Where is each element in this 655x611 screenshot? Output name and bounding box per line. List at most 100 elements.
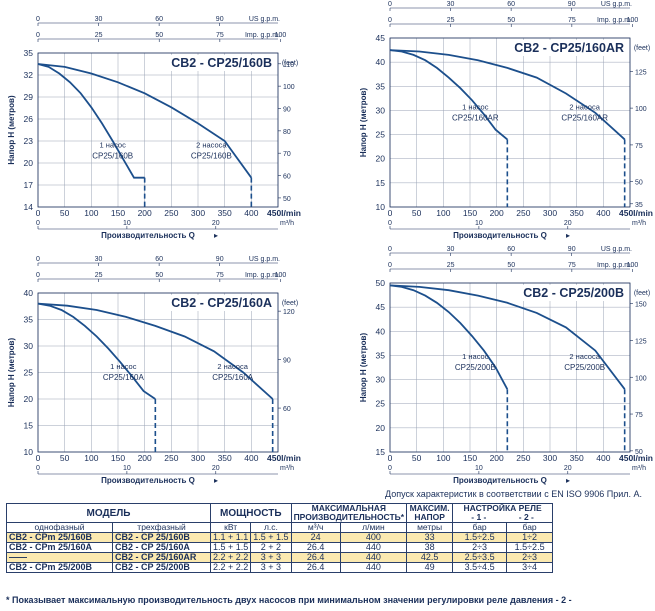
impgpm-tick-label: 75 [568,262,576,269]
impgpm-tick-label: 75 [216,272,224,279]
usgpm-unit-label: US g.p.m. [601,246,632,253]
series-label: CP25/160A [212,373,254,382]
cell-m3h: 26.4 [290,542,341,553]
feet-unit-label: (feet) [282,300,298,307]
cell-kw: 1.5 + 1.5 [209,542,252,553]
series-label: 2 насоса [217,362,248,371]
table-row: —— CB2 - CP 25/160AR 2.2 + 2.2 3 + 3 26.… [6,552,554,563]
header-max-flow-line1: МАКСИМАЛЬНАЯ [311,503,386,513]
usgpm-tick-label: 0 [36,16,40,23]
y-tick-label: 45 [376,302,386,312]
table-row: CB2 - CPm 25/160A CB2 - CP 25/160A 1.5 +… [6,542,554,553]
impgpm-tick-label: 50 [507,262,515,269]
cell-single: —— [6,552,113,563]
x-tick-label: 300 [543,208,557,218]
usgpm-tick-label: 60 [155,256,163,263]
series-curve-1 [37,63,145,179]
feet-unit-label: (feet) [634,45,650,52]
plot-frame [389,282,631,453]
x-tick-label: 250 [516,453,530,463]
x-tick-label: 300 [543,453,557,463]
cell-hp: 3 + 3 [250,562,292,573]
m3h-tick-label: 0 [388,220,392,227]
subheader-bar-1: бар [452,522,508,533]
feet-tick-label: 50 [635,449,643,456]
chart-title: CB2 - CP25/160B [171,56,272,70]
chart-title: CB2 - CP25/200B [523,286,624,300]
header-max-head-line2: НАПОР [414,512,445,522]
impgpm-tick-label: 50 [507,17,515,24]
series-label: 2 насоса [569,102,600,111]
feet-tick-label: 125 [635,69,647,76]
series-curve-1 [389,49,508,141]
cell-three: CB2 - CP 25/200B [112,562,211,573]
y-tick-label: 35 [376,350,386,360]
x-tick-label: 350 [218,208,232,218]
m3h-tick-label: 10 [123,220,131,227]
y-axis-label: Напор H (метров) [359,88,368,158]
series-label: 2 насоса [196,141,227,150]
x-tick-label: 0 [36,453,41,463]
series-label: CP25/160B [191,152,232,161]
series-label: CP25/200B [564,363,605,372]
cell-lmin: 440 [339,562,408,573]
x-axis-label: Производительность Q [101,476,195,485]
impgpm-tick-label: 0 [388,17,392,24]
usgpm-tick-label: 90 [568,1,576,8]
header-relay-nums: - 1 - - 2 - [455,513,550,522]
cell-relay2: 2÷3 [506,552,554,563]
usgpm-tick-label: 0 [388,1,392,8]
cell-three: CB2 - CP 25/160AR [112,552,211,563]
feet-tick-label: 100 [283,84,295,91]
subheader-meters: метры [406,522,454,533]
y-tick-label: 23 [24,136,34,146]
x-axis-arrow-icon: ▸ [566,231,570,240]
x-tick-label: 450l/min [267,453,301,463]
cell-m3h: 24 [290,532,341,543]
m3h-tick-label: 20 [564,220,572,227]
cell-relay1: 2÷3 [452,542,508,553]
impgpm-tick-label: 25 [447,17,455,24]
feet-tick-label: 60 [283,406,291,413]
title-bg [512,40,626,56]
header-model: МОДЕЛЬ [6,503,211,523]
plot-frame [37,292,279,453]
y-tick-label: 35 [376,81,386,91]
plot-frame [37,52,279,208]
m3h-tick-label: 20 [212,465,220,472]
impgpm-unit-label: Imp. g.p.m. [597,262,632,269]
x-tick-label: 250 [164,453,178,463]
x-tick-label: 350 [570,453,584,463]
feet-tick-label: 70 [283,151,291,158]
cell-single: CB2 - CPm 25/160B [6,532,113,543]
impgpm-tick-label: 100 [627,262,639,269]
x-tick-label: 50 [60,208,70,218]
usgpm-tick-label: 60 [507,246,515,253]
impgpm-unit-label: Imp. g.p.m. [245,272,280,279]
impgpm-tick-label: 0 [36,32,40,39]
usgpm-tick-label: 60 [155,16,163,23]
impgpm-tick-label: 100 [275,272,287,279]
x-tick-label: 150 [111,208,125,218]
x-tick-label: 100 [436,453,450,463]
header-relay: НАСТРОЙКА РЕЛЕ - 1 - - 2 - [452,503,554,523]
series-curve-2 [37,302,274,400]
m3h-unit-label: m³/h [632,465,646,472]
cell-relay2: 1÷2 [506,532,554,543]
x-tick-label: 400 [596,208,610,218]
y-tick-label: 10 [376,202,386,212]
cell-single: CB2 - CPm 25/160A [6,542,113,553]
tolerance-note: Допуск характеристик в соответствии с EN… [385,489,642,499]
y-tick-label: 20 [24,158,34,168]
x-tick-label: 250 [516,208,530,218]
y-tick-label: 40 [24,288,34,298]
feet-tick-label: 50 [283,196,291,203]
y-tick-label: 20 [24,394,34,404]
m3h-tick-label: 10 [475,220,483,227]
feet-tick-label: 125 [635,338,647,345]
subheader-lmin: л/мин [339,522,408,533]
title-bg [160,295,274,311]
impgpm-tick-label: 25 [95,272,103,279]
